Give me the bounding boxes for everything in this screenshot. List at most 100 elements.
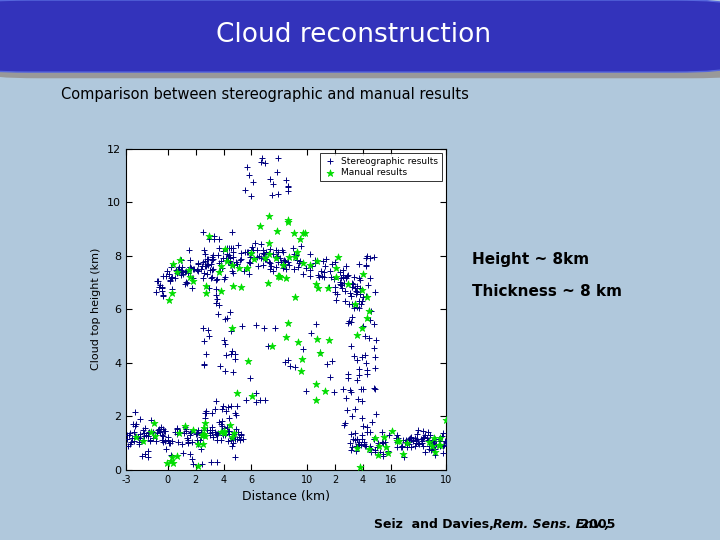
Stereographic results xyxy=(345,385,356,394)
Manual results xyxy=(219,245,230,254)
Stereographic results xyxy=(369,435,380,443)
Stereographic results xyxy=(137,451,148,460)
Stereographic results xyxy=(161,267,172,275)
Stereographic results xyxy=(351,375,363,384)
Stereographic results xyxy=(261,247,272,256)
Stereographic results xyxy=(360,442,372,451)
Manual results xyxy=(332,253,343,262)
Stereographic results xyxy=(198,258,210,267)
Stereographic results xyxy=(221,249,233,258)
Manual results xyxy=(233,264,245,273)
Stereographic results xyxy=(247,246,258,255)
Manual results xyxy=(199,418,211,427)
Stereographic results xyxy=(200,407,212,416)
Stereographic results xyxy=(163,432,174,441)
Stereographic results xyxy=(351,355,363,364)
Stereographic results xyxy=(210,404,221,413)
Stereographic results xyxy=(405,443,416,451)
Stereographic results xyxy=(199,426,210,435)
Stereographic results xyxy=(223,414,235,423)
Stereographic results xyxy=(174,427,186,436)
Manual results xyxy=(227,281,238,290)
Stereographic results xyxy=(351,286,362,295)
Stereographic results xyxy=(336,280,347,289)
Stereographic results xyxy=(411,435,423,443)
Stereographic results xyxy=(215,256,227,265)
Manual results xyxy=(163,296,175,305)
Stereographic results xyxy=(255,158,266,167)
Stereographic results xyxy=(217,247,229,256)
Stereographic results xyxy=(436,432,448,441)
Text: Cloud reconstruction: Cloud reconstruction xyxy=(216,23,491,49)
Stereographic results xyxy=(212,251,223,260)
Stereographic results xyxy=(345,387,356,396)
Stereographic results xyxy=(127,420,139,428)
Manual results xyxy=(289,293,301,301)
Stereographic results xyxy=(235,322,247,330)
Stereographic results xyxy=(207,409,218,417)
Manual results xyxy=(186,426,198,434)
Stereographic results xyxy=(176,267,188,275)
Text: Thickness ~ 8 km: Thickness ~ 8 km xyxy=(472,284,621,299)
Stereographic results xyxy=(195,433,207,441)
Manual results xyxy=(161,459,173,468)
Manual results xyxy=(215,427,226,436)
Stereographic results xyxy=(392,433,404,442)
Stereographic results xyxy=(184,449,196,458)
Stereographic results xyxy=(153,277,164,286)
Manual results xyxy=(242,357,253,366)
Stereographic results xyxy=(354,437,365,446)
Stereographic results xyxy=(350,442,361,451)
Stereographic results xyxy=(368,384,379,393)
Stereographic results xyxy=(206,252,217,261)
Stereographic results xyxy=(278,261,289,269)
Stereographic results xyxy=(306,329,318,338)
Stereographic results xyxy=(213,234,225,243)
Stereographic results xyxy=(262,342,274,350)
Stereographic results xyxy=(377,450,389,458)
Stereographic results xyxy=(429,434,441,443)
Stereographic results xyxy=(225,350,237,359)
Stereographic results xyxy=(289,265,300,273)
Stereographic results xyxy=(416,436,428,445)
Manual results xyxy=(392,437,403,445)
Stereographic results xyxy=(357,422,369,430)
Stereographic results xyxy=(210,429,222,438)
Manual results xyxy=(373,442,384,451)
Stereographic results xyxy=(353,303,364,312)
Stereographic results xyxy=(193,260,204,268)
Stereographic results xyxy=(340,394,351,403)
Manual results xyxy=(434,441,446,450)
Manual results xyxy=(218,428,230,437)
Stereographic results xyxy=(289,362,301,371)
Manual results xyxy=(197,439,209,448)
Stereographic results xyxy=(405,433,416,441)
Stereographic results xyxy=(258,261,269,269)
Stereographic results xyxy=(212,430,223,438)
Stereographic results xyxy=(438,440,449,449)
Stereographic results xyxy=(148,428,159,436)
Stereographic results xyxy=(418,427,429,435)
Stereographic results xyxy=(343,374,354,382)
Stereographic results xyxy=(346,412,358,421)
Stereographic results xyxy=(199,359,210,368)
Stereographic results xyxy=(171,430,182,438)
Stereographic results xyxy=(354,284,366,292)
Stereographic results xyxy=(210,396,222,405)
Stereographic results xyxy=(212,457,223,466)
Stereographic results xyxy=(366,418,378,427)
Stereographic results xyxy=(221,313,233,322)
Stereographic results xyxy=(153,283,165,292)
Stereographic results xyxy=(338,421,349,430)
Stereographic results xyxy=(403,435,415,443)
Stereographic results xyxy=(351,288,362,296)
Stereographic results xyxy=(225,436,237,444)
Stereographic results xyxy=(338,272,349,281)
Stereographic results xyxy=(216,422,228,430)
Stereographic results xyxy=(164,275,176,284)
Stereographic results xyxy=(133,440,145,449)
Stereographic results xyxy=(428,445,440,454)
Stereographic results xyxy=(121,431,132,440)
Stereographic results xyxy=(158,272,169,280)
Stereographic results xyxy=(180,278,192,286)
